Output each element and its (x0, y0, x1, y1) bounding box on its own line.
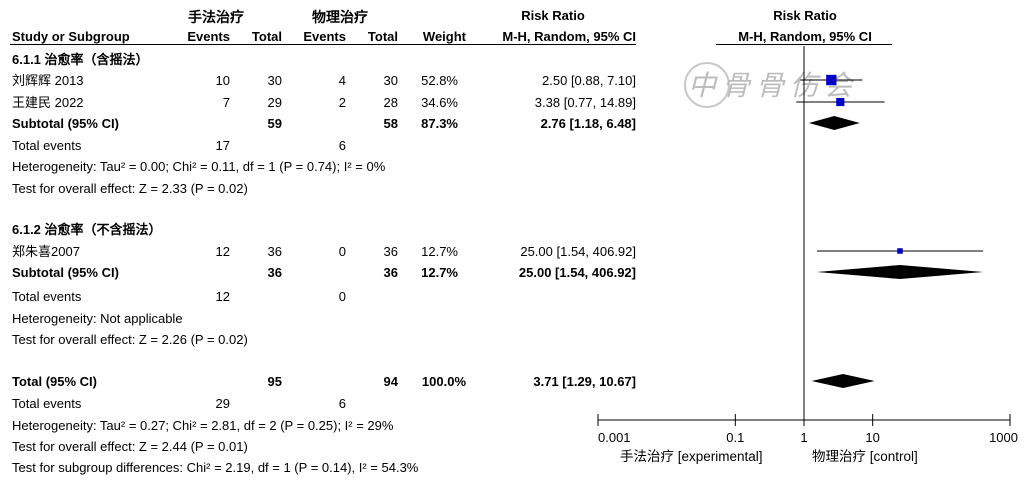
study-column-header: Study or Subgroup (12, 29, 130, 44)
subtotal-ctl-total: 36 (383, 265, 398, 280)
subgroup-2-title: 6.1.2 治愈率（不含摇法） (12, 222, 162, 237)
total-events-exp: 17 (215, 138, 230, 153)
overall-effect-text: Test for overall effect: Z = 2.44 (P = 0… (12, 439, 248, 454)
x-label-control: 物理治疗 [control] (812, 449, 918, 464)
rr-method-header: M-H, Random, 95% CI (502, 29, 636, 44)
study-marker (897, 248, 903, 254)
subgroup-differences-text: Test for subgroup differences: Chi² = 2.… (12, 460, 419, 475)
overall-effect-text: Test for overall effect: Z = 2.33 (P = 0… (12, 181, 248, 196)
exp-total: 29 (267, 95, 282, 110)
total-events-label: Total events (12, 289, 82, 304)
header-divider-left (10, 44, 636, 45)
subtotal-ctl-total: 58 (383, 116, 398, 131)
subtotal-weight: 87.3% (421, 116, 458, 131)
x-tick-label: 1 (800, 430, 807, 445)
heterogeneity-text: Heterogeneity: Not applicable (12, 311, 183, 326)
study-marker (836, 97, 845, 107)
weight-header: Weight (422, 29, 466, 44)
header-divider-right (716, 44, 892, 45)
control-group-header: 物理治疗 (312, 9, 368, 25)
exp-events: 7 (222, 95, 230, 110)
subtotal-ci: 2.76 [1.18, 6.48] (540, 116, 636, 131)
study-ci: 2.50 [0.88, 7.10] (542, 73, 636, 88)
total-exp-total: 95 (267, 374, 282, 389)
total-diamond (811, 374, 875, 388)
subtotal-label: Subtotal (95% CI) (12, 116, 119, 131)
subtotal-diamond (808, 116, 860, 130)
subtotal-exp-total: 59 (267, 116, 282, 131)
total-events-label: Total events (12, 138, 82, 153)
exp-events: 10 (215, 73, 230, 88)
watermark-seal (684, 62, 730, 108)
experimental-group-header: 手法治疗 (188, 9, 244, 25)
heterogeneity-text: Heterogeneity: Tau² = 0.27; Chi² = 2.81,… (12, 418, 394, 433)
study-name: 郑朱喜2007 (12, 244, 80, 259)
exp-events: 12 (215, 244, 230, 259)
ctl-total: 28 (383, 95, 398, 110)
ctl-events-header: Events (303, 29, 346, 44)
ctl-events: 4 (338, 73, 346, 88)
ctl-total: 30 (383, 73, 398, 88)
total-ctl-total: 94 (383, 374, 398, 389)
total-events-label: Total events (12, 396, 82, 411)
subgroup-1-title: 6.1.1 治愈率（含摇法） (12, 52, 149, 67)
study-weight: 34.6% (421, 95, 458, 110)
ctl-events: 2 (338, 95, 346, 110)
total-label: Total (95% CI) (12, 374, 97, 389)
exp-total: 36 (267, 244, 282, 259)
plot-method-header: M-H, Random, 95% CI (738, 29, 872, 44)
x-label-experimental: 手法治疗 [experimental] (620, 449, 763, 464)
x-tick-label: 0.001 (598, 430, 631, 445)
total-events-ctl: 0 (338, 289, 346, 304)
exp-events-header: Events (187, 29, 230, 44)
heterogeneity-text: Heterogeneity: Tau² = 0.00; Chi² = 0.11,… (12, 159, 386, 174)
exp-total: 30 (267, 73, 282, 88)
x-tick-label: 10 (865, 430, 879, 445)
total-events-exp: 12 (215, 289, 230, 304)
plot-title: Risk Ratio (773, 8, 837, 23)
total-weight: 100.0% (421, 374, 466, 389)
subtotal-weight: 12.7% (421, 265, 458, 280)
ctl-total: 36 (383, 244, 398, 259)
exp-total-header: Total (251, 29, 282, 44)
total-events-ctl: 6 (338, 396, 346, 411)
overall-effect-text: Test for overall effect: Z = 2.26 (P = 0… (12, 332, 248, 347)
subtotal-label: Subtotal (95% CI) (12, 265, 119, 280)
study-name: 刘辉辉 2013 (12, 73, 84, 88)
study-weight: 52.8% (421, 73, 458, 88)
subtotal-ci: 25.00 [1.54, 406.92] (518, 265, 636, 280)
total-events-exp: 29 (215, 396, 230, 411)
total-events-ctl: 6 (338, 138, 346, 153)
study-marker (826, 74, 837, 86)
subtotal-diamond (816, 265, 984, 279)
risk-ratio-title: Risk Ratio (521, 8, 585, 23)
subtotal-exp-total: 36 (267, 265, 282, 280)
watermark: 中骨骨伤会 (688, 69, 859, 102)
ctl-events: 0 (338, 244, 346, 259)
total-ci: 3.71 [1.29, 10.67] (533, 374, 636, 389)
study-weight: 12.7% (421, 244, 458, 259)
x-tick-label: 1000 (989, 430, 1018, 445)
study-name: 王建民 2022 (12, 95, 84, 110)
x-tick-label: 0.1 (726, 430, 744, 445)
study-ci: 3.38 [0.77, 14.89] (534, 95, 636, 110)
ctl-total-header: Total (367, 29, 398, 44)
study-ci: 25.00 [1.54, 406.92] (520, 244, 636, 259)
